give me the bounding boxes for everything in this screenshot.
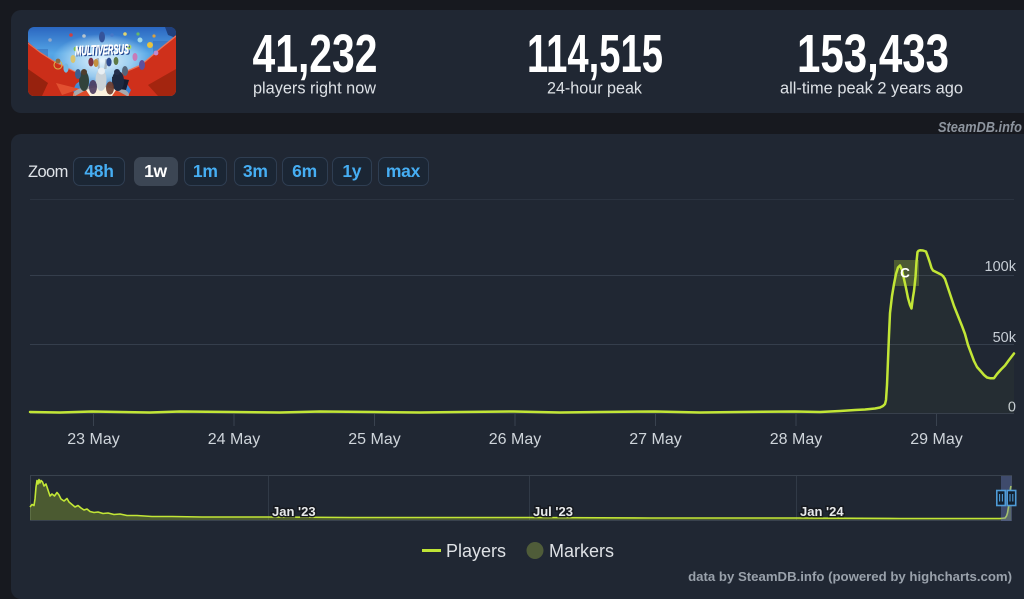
- svg-text:Jul '23: Jul '23: [533, 504, 573, 519]
- svg-text:MULTIVERSUS: MULTIVERSUS: [76, 43, 130, 60]
- svg-text:Jan '24: Jan '24: [800, 504, 844, 519]
- svg-text:25 May: 25 May: [348, 431, 400, 448]
- svg-text:153,433: 153,433: [797, 24, 949, 84]
- svg-text:23 May: 23 May: [67, 431, 119, 448]
- svg-text:Markers: Markers: [549, 541, 614, 561]
- svg-text:data by SteamDB.info (powered: data by SteamDB.info (powered by highcha…: [688, 569, 1012, 584]
- svg-text:29 May: 29 May: [910, 431, 962, 448]
- svg-text:Jan '23: Jan '23: [272, 504, 316, 519]
- svg-text:C: C: [900, 266, 910, 281]
- svg-text:24-hour peak: 24-hour peak: [547, 80, 643, 98]
- svg-text:26 May: 26 May: [489, 431, 541, 448]
- svg-text:24 May: 24 May: [208, 431, 260, 448]
- svg-text:MULTIVERSUS: MULTIVERSUS: [75, 41, 129, 58]
- svg-text:players right now: players right now: [253, 80, 376, 98]
- svg-text:28 May: 28 May: [770, 431, 822, 448]
- svg-text:41,232: 41,232: [253, 24, 378, 84]
- svg-text:50k: 50k: [993, 330, 1017, 346]
- svg-text:100k: 100k: [985, 259, 1017, 275]
- svg-text:Players: Players: [446, 541, 506, 561]
- svg-text:27 May: 27 May: [629, 431, 681, 448]
- svg-text:all-time peak 2 years ago: all-time peak 2 years ago: [780, 80, 963, 98]
- svg-text:114,515: 114,515: [527, 24, 663, 84]
- svg-text:SteamDB.info: SteamDB.info: [938, 119, 1022, 136]
- svg-text:0: 0: [1008, 400, 1016, 416]
